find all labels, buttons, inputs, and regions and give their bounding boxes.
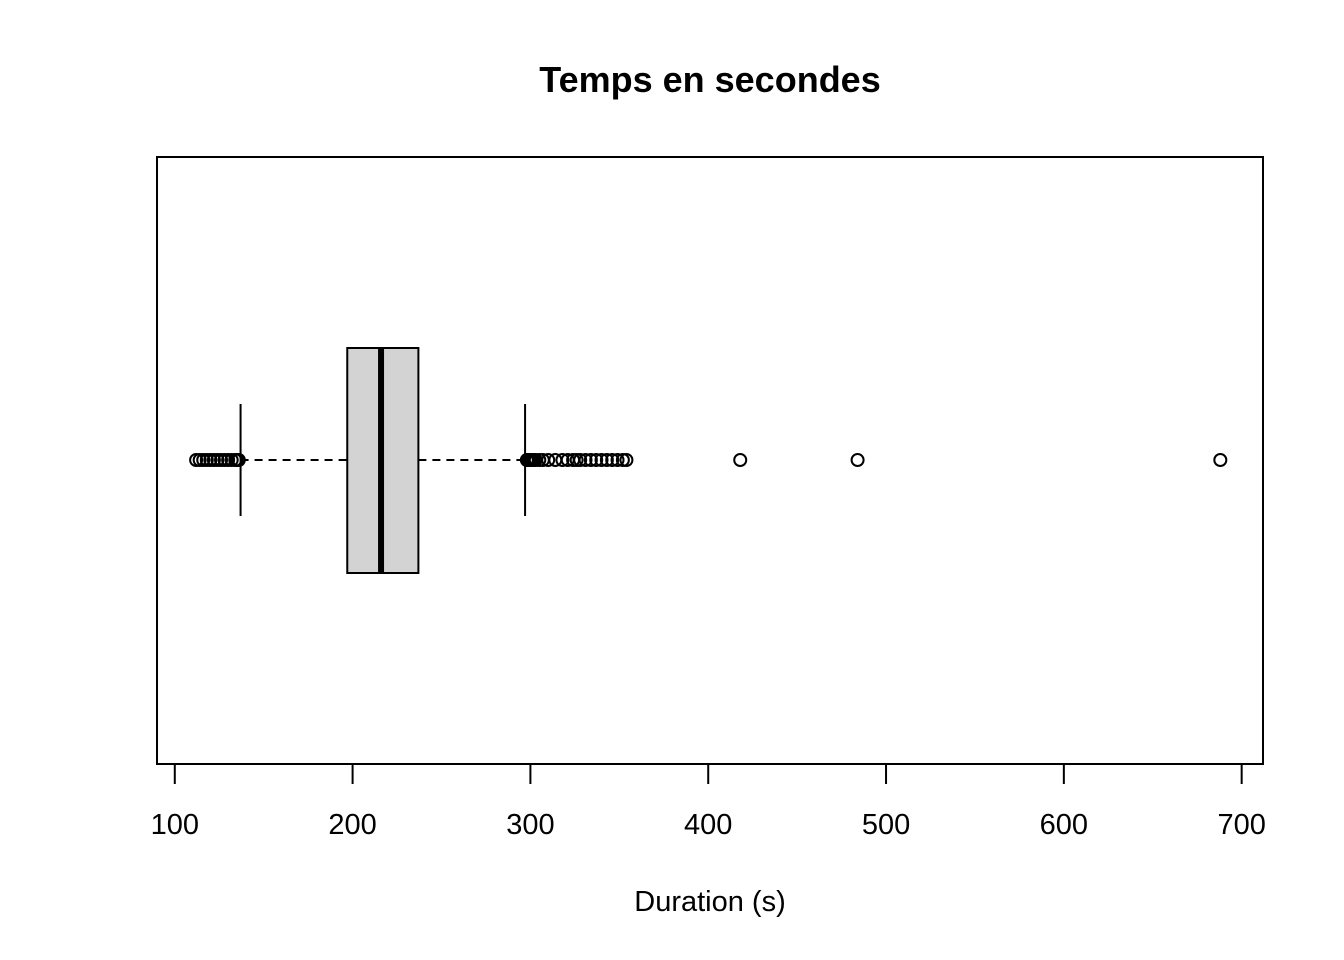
x-tick-label: 600 — [1040, 809, 1088, 841]
outlier-point — [573, 453, 588, 467]
plot-frame — [156, 156, 1264, 765]
x-axis-label: Duration (s) — [634, 886, 786, 918]
outlier-point — [231, 453, 246, 467]
outlier-point — [594, 453, 609, 467]
outlier-point — [599, 453, 614, 467]
outlier-point — [850, 453, 865, 467]
outlier-point — [605, 453, 620, 467]
outlier-point — [610, 453, 625, 467]
outlier-point — [733, 453, 748, 467]
x-tick-label: 100 — [151, 809, 199, 841]
plot-layer — [189, 347, 1228, 574]
x-tick-label: 400 — [684, 809, 732, 841]
outlier-point — [541, 453, 556, 467]
x-tick-label: 700 — [1217, 809, 1265, 841]
outlier-point — [619, 453, 634, 467]
outlier-point — [578, 453, 593, 467]
outlier-point — [1213, 453, 1228, 467]
outlier-point — [555, 453, 570, 467]
x-tick-label: 200 — [328, 809, 376, 841]
x-tick-label: 300 — [506, 809, 554, 841]
outlier-point — [589, 453, 604, 467]
chart-title: Temps en secondes — [539, 59, 880, 100]
x-tick-label: 500 — [862, 809, 910, 841]
x-axis: 100 200 300 400 500 600 700 — [151, 763, 1266, 841]
outlier-point — [583, 453, 598, 467]
